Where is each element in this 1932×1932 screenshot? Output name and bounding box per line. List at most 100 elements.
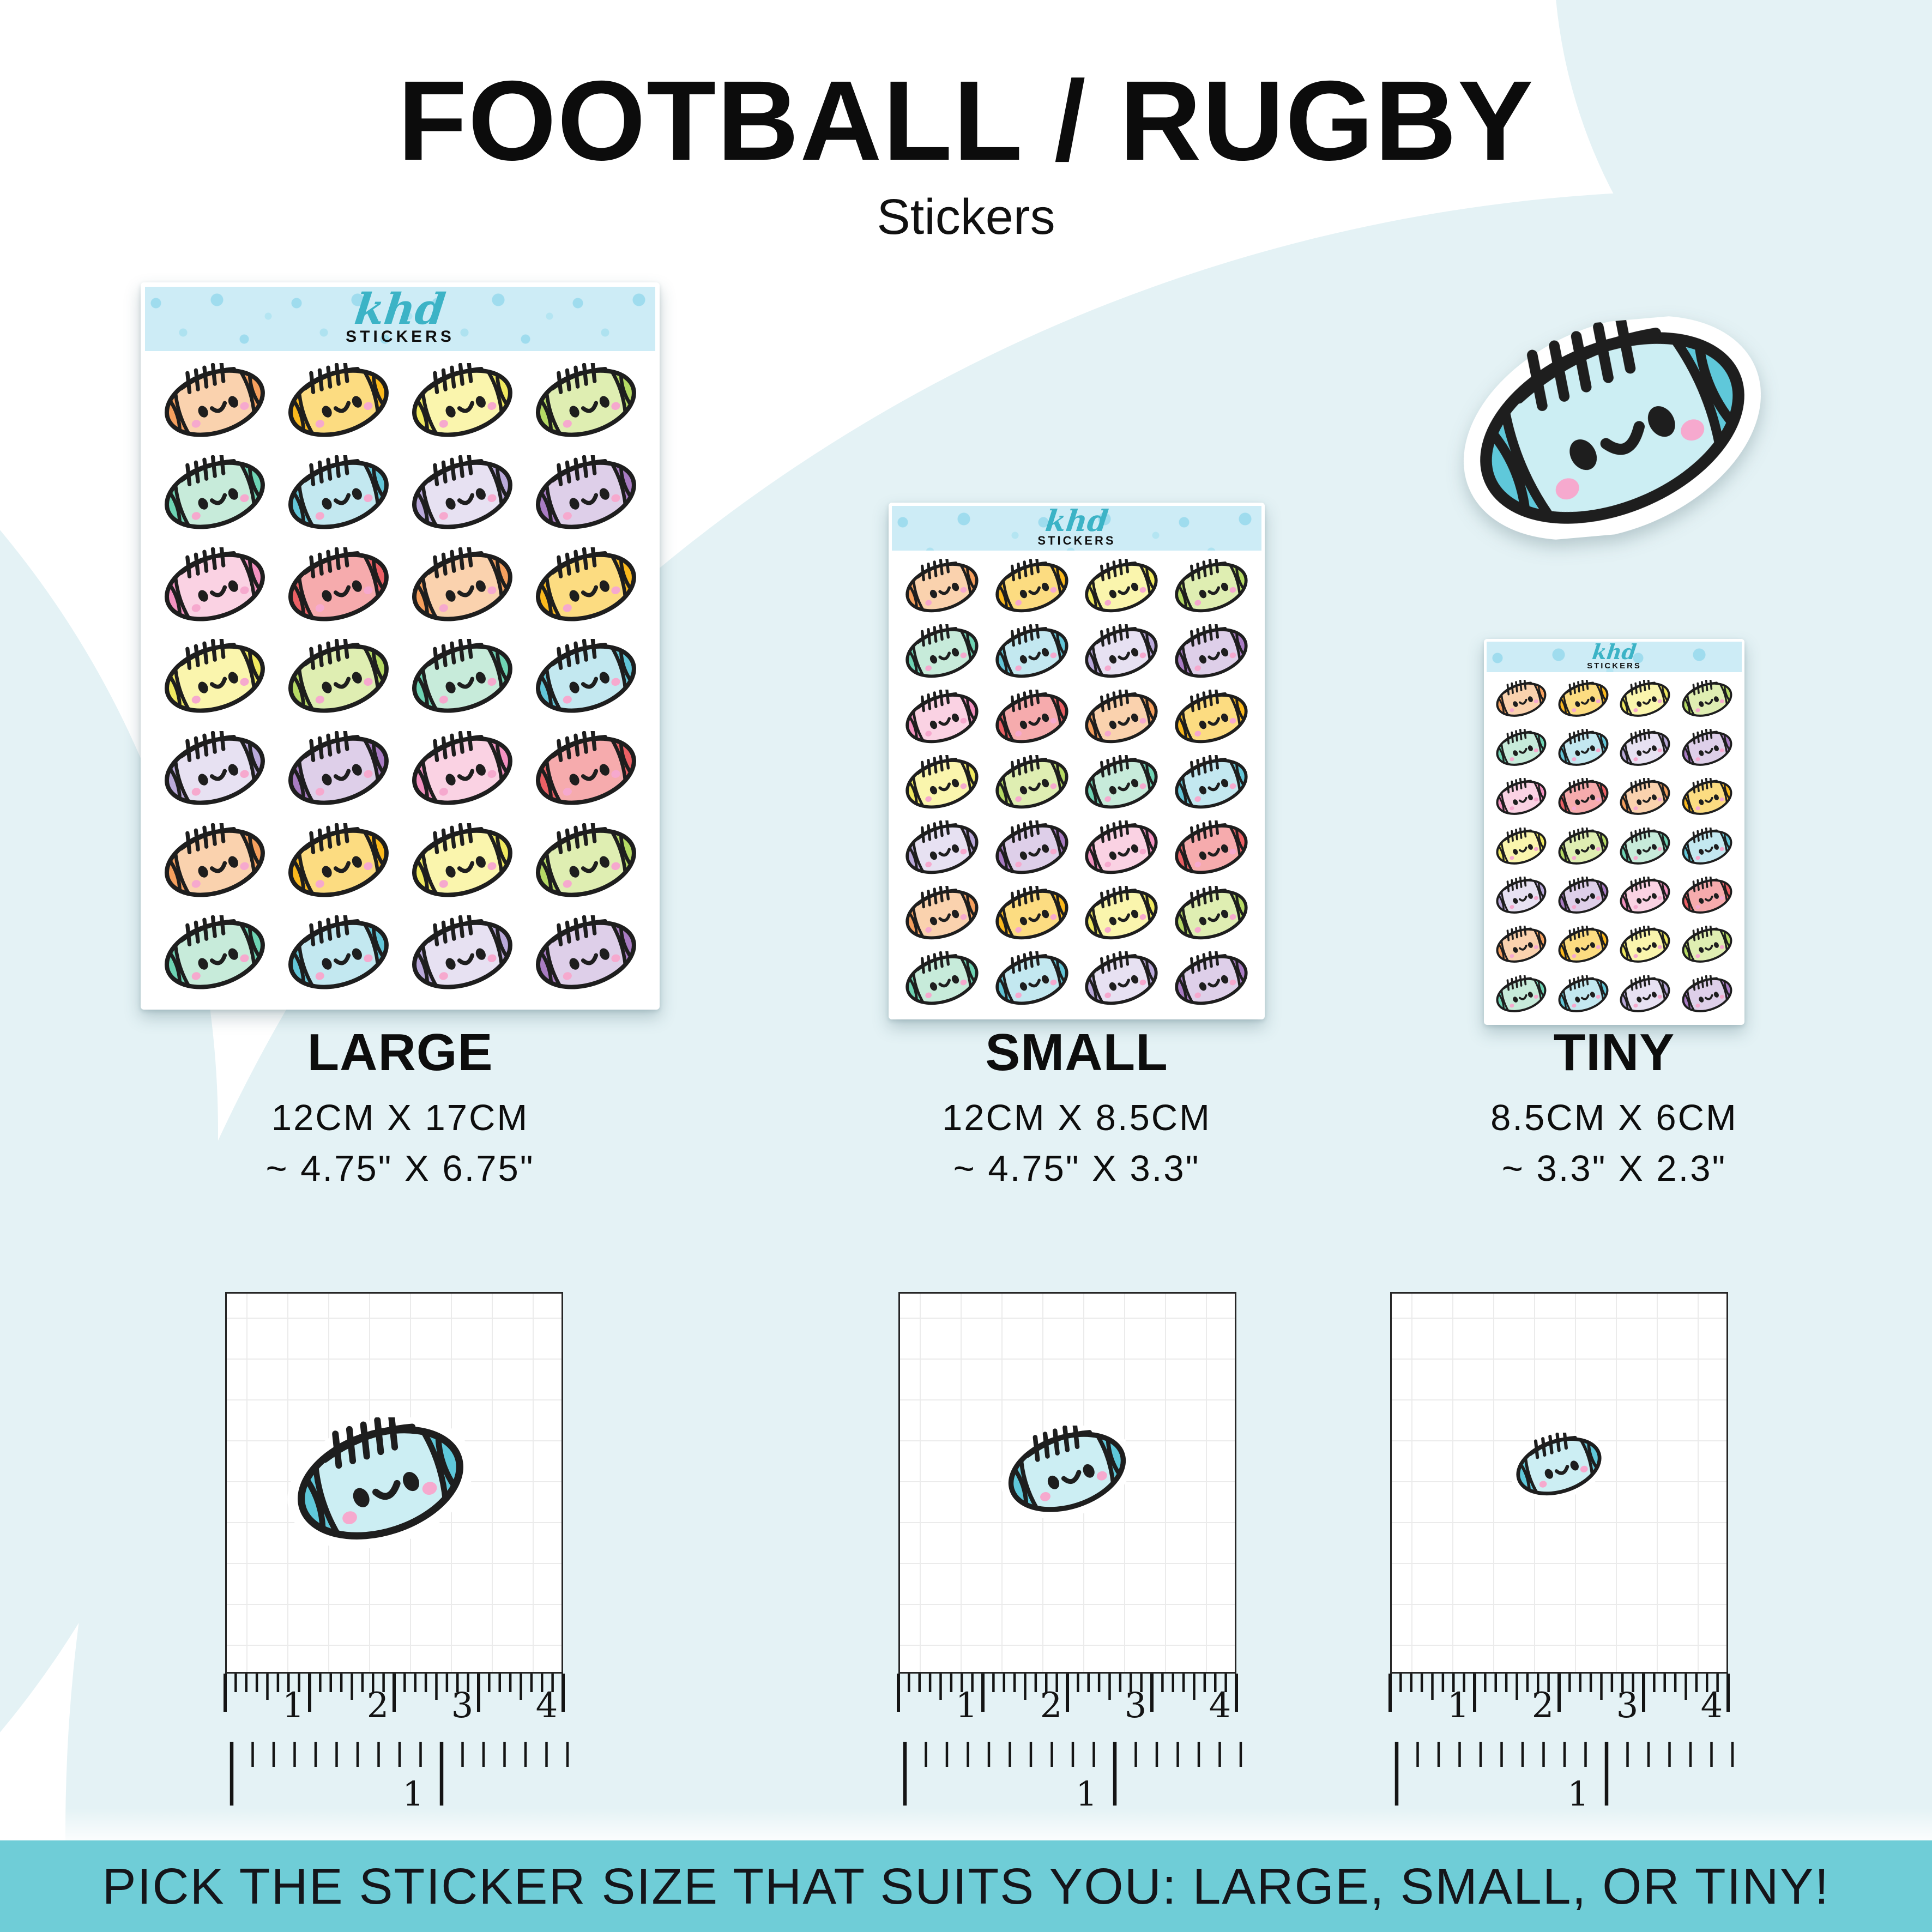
football-sticker-icon [529,363,642,443]
football-sticker-icon [529,823,642,903]
football-sticker-icon [991,755,1073,813]
football-sticker-icon [1493,827,1550,867]
title-block: FOOTBALL / RUGBY Stickers [0,64,1932,246]
football-sticker-icon [282,823,395,903]
sheet-header-band: khd STICKERS [1487,639,1742,672]
brand-logo: khd [1591,639,1638,665]
football-sticker-lavender [153,731,276,811]
football-sticker-coral [1676,876,1738,916]
football-sticker-peach [1077,690,1167,747]
svg-text:1: 1 [1567,1774,1589,1813]
football-sticker-pink [1077,820,1167,878]
brand-word: STICKERS [1037,533,1116,547]
football-sticker-icon [406,915,518,995]
football-sticker-icon [1493,876,1550,916]
football-sticker-icon [1080,559,1163,617]
football-sticker-gold [987,559,1077,617]
football-sticker-mint [1490,729,1553,769]
ruler-cm: 1 [903,1742,1246,1815]
featured-sticker [1444,308,1780,548]
football-sticker-lemon [1614,926,1676,965]
football-sticker-icon [1493,679,1550,720]
football-sticker-icon [1170,886,1252,944]
football-sticker-icon [529,639,642,719]
football-sticker-peach [153,363,276,443]
football-sticker-icon [901,951,983,1009]
football-sticker-lavender [1077,951,1167,1009]
football-sticker-sky-blue [276,915,400,995]
football-sticker-icon [991,820,1073,878]
football-sticker-icon [991,559,1073,617]
sticker-grid-small [897,555,1256,1013]
football-sticker-icon [901,755,983,813]
size-dims-cm: 12CM X 17CM [271,1097,529,1138]
sheet-header-band: khd STICKERS [145,284,655,351]
ruler-inches: 1 2 3 4 [220,1674,574,1758]
football-sticker-peach [1490,679,1553,720]
ruler-inches: 1 2 3 4 [893,1674,1247,1758]
scale-panel-large: 1 2 3 4 1 [224,1292,569,1892]
football-sticker-coral [524,731,648,811]
football-sticker-icon [529,547,642,626]
football-sticker-lime [524,823,648,903]
football-sticker-icon [1080,624,1163,682]
football-sticker-lemon [400,823,524,903]
football-sticker-icon [1679,827,1735,867]
football-sticker-icon [1080,951,1163,1009]
football-sticker-lavender [1490,876,1553,916]
football-sticker-icon [158,455,271,534]
football-sticker-icon [1617,778,1674,818]
football-sticker-icon [158,915,271,995]
football-sticker-icon [1170,820,1252,878]
football-sticker-icon [1555,778,1611,818]
football-sticker-icon [991,951,1073,1009]
football-sticker-purple [524,455,648,534]
football-sticker-purple [524,915,648,995]
svg-text:4: 4 [1701,1686,1723,1726]
svg-text:4: 4 [536,1686,558,1726]
scale-sticker [998,1426,1137,1518]
size-label-large: LARGE 12CM X 17CM ~ 4.75" X 6.75" [182,1023,618,1190]
size-name: SMALL [985,1023,1168,1082]
football-sticker-lavender [1077,624,1167,682]
football-sticker-icon [406,363,518,443]
football-sticker-purple [1676,729,1738,769]
football-sticker-icon [158,639,271,719]
football-sticker-peach [897,886,987,944]
brand-word: STICKERS [1587,661,1641,671]
football-sticker-lime [987,755,1077,813]
football-sticker-icon [282,639,395,719]
football-sticker-icon [1617,926,1674,965]
football-sticker-mint [1614,827,1676,867]
football-sticker-sky-blue [1167,755,1257,813]
football-sticker-lime [1676,926,1738,965]
football-sticker-icon [529,455,642,534]
football-sticker-sky-blue [1553,975,1615,1015]
football-sticker-icon [1080,886,1163,944]
size-label-tiny: TINY 8.5CM X 6CM ~ 3.3" X 2.3" [1396,1023,1832,1190]
football-sticker-gold [1676,778,1738,818]
brand-logo: khd [352,284,449,334]
football-sticker-lavender [897,820,987,878]
football-sticker-icon [1170,951,1252,1009]
football-sticker-icon [282,915,395,995]
football-sticker-gold [276,823,400,903]
football-sticker-gold [1553,926,1615,965]
football-sticker-purple [1167,951,1257,1009]
football-sticker-lime [1553,827,1615,867]
football-sticker-purple [1553,876,1615,916]
football-sticker-icon [1555,729,1611,769]
football-sticker-icon [1617,679,1674,720]
brand-logo: khd [1043,503,1110,539]
sticker-sheet-small: khd STICKERS [889,503,1265,1019]
football-sticker-lemon [153,639,276,719]
football-sticker-peach [400,547,524,626]
football-sticker-icon [1170,755,1252,813]
football-sticker-icon [1555,926,1611,965]
size-dims-inch: ~ 4.75" X 6.75" [265,1148,535,1189]
scale-sticker [1508,1433,1609,1500]
football-sticker-icon [991,690,1073,747]
football-sticker-peach [897,559,987,617]
size-dims-cm: 12CM X 8.5CM [942,1097,1211,1138]
sticker-grid-tiny [1490,675,1738,1019]
